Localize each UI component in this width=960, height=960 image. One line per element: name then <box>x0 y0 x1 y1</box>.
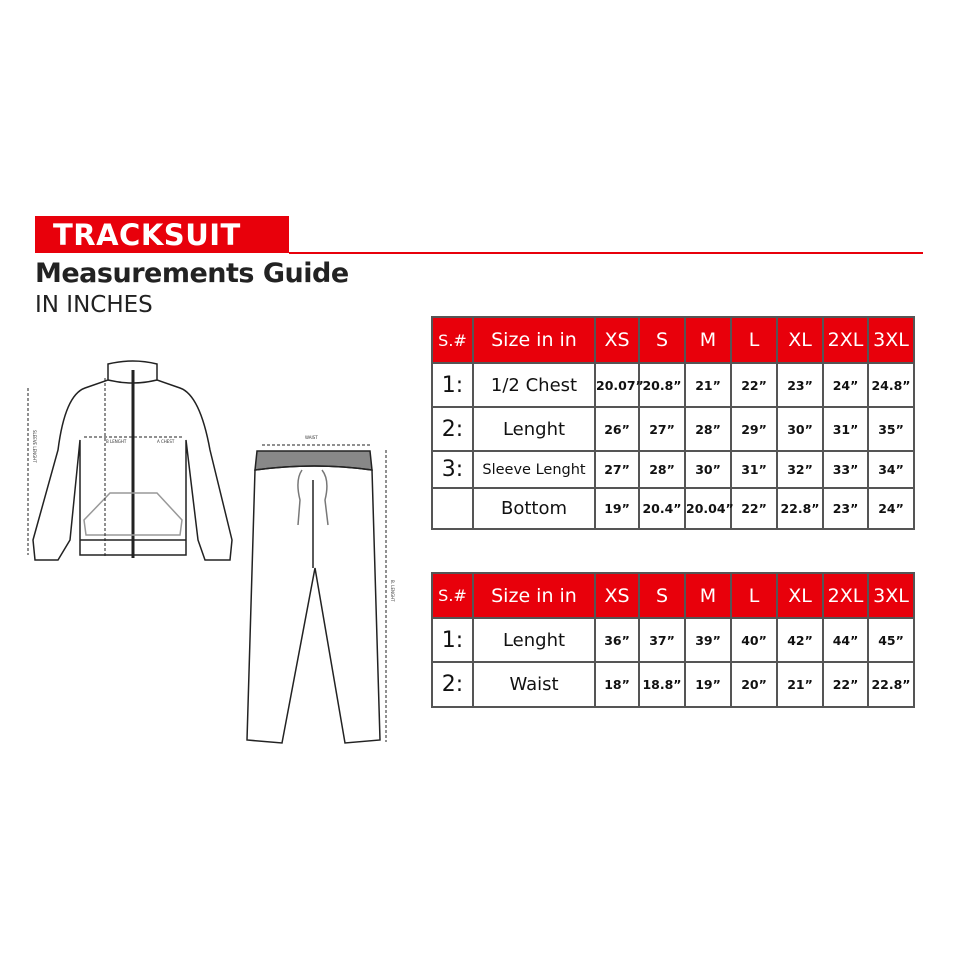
size-value: 32” <box>776 450 824 489</box>
size-value: 36” <box>594 617 640 663</box>
column-header: XL <box>776 316 824 364</box>
size-value: 45” <box>867 617 915 663</box>
jacket-size-table: S.# Size in in XS S M L XL 2XL 3XL 1: 1/2 Chest 20… <box>431 316 915 530</box>
size-value: 24.8” <box>867 362 915 408</box>
measurement-label: Sleeve Lenght <box>472 450 596 489</box>
size-value: 31” <box>730 450 778 489</box>
size-value: 18.8” <box>638 661 686 708</box>
size-value: 24” <box>867 487 915 530</box>
size-value: 20” <box>730 661 778 708</box>
table-row: 3: Sleeve Lenght 27” 28” 30” 31” 32” 33” 34” <box>431 450 915 489</box>
size-value: 31” <box>822 406 869 452</box>
measurement-label: Lenght <box>472 617 596 663</box>
row-number: 2: <box>431 661 474 708</box>
size-value: 23” <box>822 487 869 530</box>
column-header: 3XL <box>867 316 915 364</box>
column-header: XL <box>776 572 824 619</box>
column-header: 2XL <box>822 572 869 619</box>
size-value: 22” <box>730 487 778 530</box>
column-header: Size in in <box>472 316 596 364</box>
size-value: 21” <box>684 362 732 408</box>
pants-length-label: B. LENGHT <box>390 580 395 602</box>
measurement-label: Waist <box>472 661 596 708</box>
size-value: 35” <box>867 406 915 452</box>
chest-label: A CHEST <box>157 439 175 444</box>
size-value: 40” <box>730 617 778 663</box>
size-value: 18” <box>594 661 640 708</box>
column-header: S <box>638 572 686 619</box>
column-header: 3XL <box>867 572 915 619</box>
tracksuit-illustration: SLEEVE LENGHT B LENGHT A CHEST WAIST B. … <box>27 360 395 744</box>
size-value: 30” <box>776 406 824 452</box>
product-banner: TRACKSUIT <box>35 216 289 253</box>
size-value: 21” <box>776 661 824 708</box>
column-header: XS <box>594 572 640 619</box>
table-row: 2: Waist 18” 18.8” 19” 20” 21” 22” 22.8” <box>431 661 915 708</box>
size-value: 22” <box>822 661 869 708</box>
size-value: 19” <box>684 661 732 708</box>
column-header: M <box>684 572 732 619</box>
size-value: 23” <box>776 362 824 408</box>
size-value: 22.8” <box>867 661 915 708</box>
column-header: S.# <box>431 316 474 364</box>
size-value: 34” <box>867 450 915 489</box>
page-title: Measurements Guide <box>35 258 349 289</box>
row-number <box>431 487 474 530</box>
column-header: 2XL <box>822 316 869 364</box>
column-header: M <box>684 316 732 364</box>
size-value: 28” <box>684 406 732 452</box>
size-value: 20.8” <box>638 362 686 408</box>
jacket-drawing: SLEEVE LENGHT B LENGHT A CHEST <box>27 360 233 561</box>
unit-subtitle: IN INCHES <box>35 292 153 318</box>
size-value: 39” <box>684 617 732 663</box>
row-number: 1: <box>431 617 474 663</box>
measurement-label: 1/2 Chest <box>472 362 596 408</box>
table-row: 1: Lenght 36” 37” 39” 40” 42” 44” 45” <box>431 617 915 663</box>
jacket-length-label: B LENGHT <box>106 439 127 444</box>
size-value: 27” <box>594 450 640 489</box>
pants-size-table: S.# Size in in XS S M L XL 2XL 3XL 1: Lenght 36” 37… <box>431 572 915 708</box>
row-number: 2: <box>431 406 474 452</box>
waist-label: WAIST <box>305 435 318 440</box>
sleeve-length-label: SLEEVE LENGHT <box>32 430 37 463</box>
size-value: 19” <box>594 487 640 530</box>
size-value: 20.4” <box>638 487 686 530</box>
size-value: 28” <box>638 450 686 489</box>
table-header-row: S.# Size in in XS S M L XL 2XL 3XL <box>431 572 915 619</box>
column-header: Size in in <box>472 572 596 619</box>
pants-drawing: WAIST B. LENGHT <box>246 435 395 744</box>
row-number: 3: <box>431 450 474 489</box>
size-value: 27” <box>638 406 686 452</box>
size-value: 20.07” <box>594 362 644 408</box>
table-header-row: S.# Size in in XS S M L XL 2XL 3XL <box>431 316 915 364</box>
column-header: XS <box>594 316 640 364</box>
size-value: 20.04” <box>684 487 734 530</box>
column-header: L <box>730 316 778 364</box>
size-value: 26” <box>594 406 640 452</box>
size-value: 29” <box>730 406 778 452</box>
row-number: 1: <box>431 362 474 408</box>
table-row: Bottom 19” 20.4” 20.04” 22” 22.8” 23” 24” <box>431 487 915 530</box>
size-value: 22” <box>730 362 778 408</box>
column-header: S <box>638 316 686 364</box>
table-row: 2: Lenght 26” 27” 28” 29” 30” 31” 35” <box>431 406 915 452</box>
size-value: 24” <box>822 362 869 408</box>
column-header: S.# <box>431 572 474 619</box>
measurement-label: Bottom <box>472 487 596 530</box>
size-value: 30” <box>684 450 732 489</box>
size-value: 37” <box>638 617 686 663</box>
column-header: L <box>730 572 778 619</box>
table-row: 1: 1/2 Chest 20.07” 20.8” 21” 22” 23” 24” 24.8” <box>431 362 915 408</box>
size-value: 44” <box>822 617 869 663</box>
measurement-label: Lenght <box>472 406 596 452</box>
size-value: 22.8” <box>776 487 824 530</box>
header-divider <box>289 252 923 254</box>
size-value: 33” <box>822 450 869 489</box>
size-value: 42” <box>776 617 824 663</box>
